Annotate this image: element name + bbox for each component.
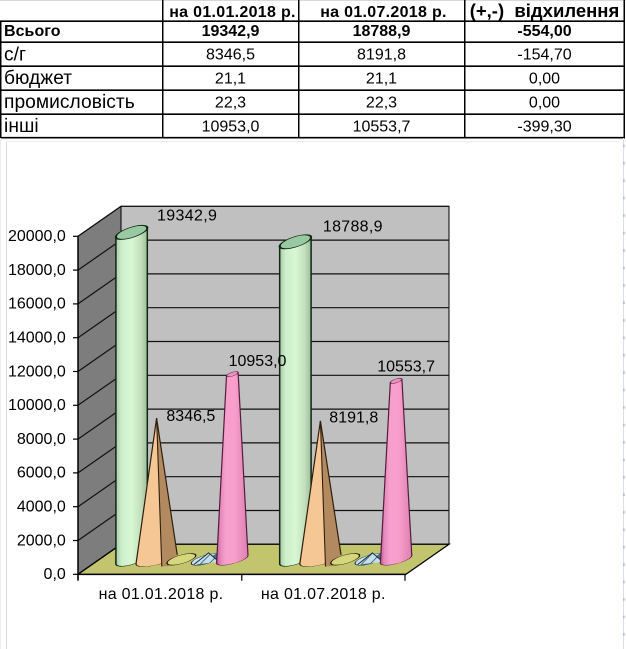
- svg-text:21,1: 21,1: [366, 70, 397, 87]
- svg-text:21,1: 21,1: [215, 70, 246, 87]
- svg-text:8346,5: 8346,5: [166, 408, 215, 425]
- svg-text:18788,9: 18788,9: [353, 23, 411, 40]
- svg-text:6000,0: 6000,0: [17, 465, 66, 482]
- svg-text:10553,7: 10553,7: [377, 359, 435, 376]
- svg-text:інші: інші: [4, 116, 39, 137]
- svg-text:2000,0: 2000,0: [17, 532, 66, 549]
- svg-text:8000,0: 8000,0: [17, 431, 66, 448]
- svg-text:8346,5: 8346,5: [206, 46, 255, 63]
- svg-text:0,0: 0,0: [44, 566, 66, 583]
- svg-text:19342,9: 19342,9: [157, 208, 217, 225]
- svg-text:на 01.07.2018 р.: на 01.07.2018 р.: [261, 586, 386, 603]
- svg-text:4000,0: 4000,0: [17, 499, 66, 516]
- svg-text:10953,0: 10953,0: [202, 118, 260, 135]
- svg-text:на 01.07.2018 р.: на 01.07.2018 р.: [320, 4, 447, 21]
- svg-text:22,3: 22,3: [215, 94, 246, 111]
- svg-text:0,00: 0,00: [529, 70, 560, 87]
- svg-text:0,00: 0,00: [529, 94, 560, 111]
- svg-text:18788,9: 18788,9: [323, 219, 383, 236]
- svg-text:8191,8: 8191,8: [357, 46, 406, 63]
- svg-text:-554,00: -554,00: [517, 23, 571, 40]
- svg-text:(+,-) відхилення: (+,-) відхилення: [470, 0, 620, 21]
- svg-text:14000,0: 14000,0: [8, 330, 66, 347]
- svg-text:10953,0: 10953,0: [229, 353, 287, 370]
- svg-text:промисловість: промисловість: [4, 92, 135, 113]
- svg-text:Всього: Всього: [4, 23, 61, 40]
- svg-text:бюджет: бюджет: [4, 68, 72, 89]
- svg-text:19342,9: 19342,9: [202, 23, 260, 40]
- svg-text:с/г: с/г: [4, 45, 26, 66]
- svg-text:-154,70: -154,70: [517, 46, 571, 63]
- svg-text:16000,0: 16000,0: [8, 296, 66, 313]
- svg-text:8191,8: 8191,8: [329, 410, 378, 427]
- svg-text:на 01.01.2018 р.: на 01.01.2018 р.: [99, 586, 224, 603]
- svg-text:20000,0: 20000,0: [8, 228, 66, 245]
- svg-text:-399,30: -399,30: [517, 118, 571, 135]
- svg-text:18000,0: 18000,0: [8, 262, 66, 279]
- svg-text:10553,7: 10553,7: [353, 118, 411, 135]
- svg-text:22,3: 22,3: [366, 94, 397, 111]
- svg-text:на 01.01.2018 р.: на 01.01.2018 р.: [169, 4, 296, 21]
- svg-text:12000,0: 12000,0: [8, 363, 66, 380]
- svg-text:10000,0: 10000,0: [8, 397, 66, 414]
